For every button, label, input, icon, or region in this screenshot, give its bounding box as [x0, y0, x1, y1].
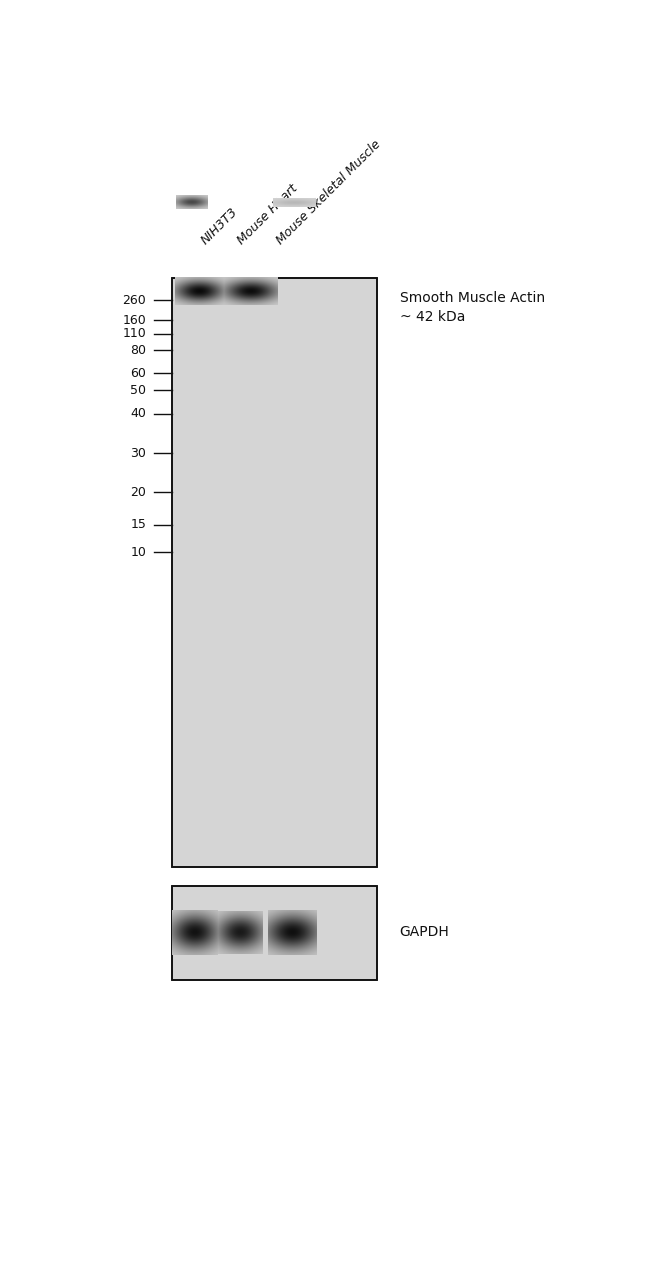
- Bar: [172, 886, 377, 980]
- Text: 40: 40: [131, 407, 146, 420]
- Text: 80: 80: [130, 344, 146, 357]
- Text: 50: 50: [130, 383, 146, 396]
- Text: NIH3T3: NIH3T3: [199, 205, 240, 247]
- Bar: [172, 278, 377, 867]
- Text: 15: 15: [131, 519, 146, 531]
- Text: 160: 160: [122, 314, 146, 326]
- Text: Mouse Heart: Mouse Heart: [235, 181, 300, 247]
- Text: 30: 30: [131, 447, 146, 459]
- Text: 260: 260: [122, 293, 146, 306]
- Text: GAPDH: GAPDH: [400, 925, 450, 940]
- Text: Mouse Skeletal Muscle: Mouse Skeletal Muscle: [274, 137, 383, 247]
- Text: 10: 10: [131, 546, 146, 559]
- Text: 60: 60: [131, 367, 146, 380]
- Text: 110: 110: [122, 328, 146, 340]
- Text: Smooth Muscle Actin
~ 42 kDa: Smooth Muscle Actin ~ 42 kDa: [400, 291, 545, 324]
- Bar: [172, 886, 377, 980]
- Text: 20: 20: [131, 486, 146, 498]
- Bar: [172, 278, 377, 867]
